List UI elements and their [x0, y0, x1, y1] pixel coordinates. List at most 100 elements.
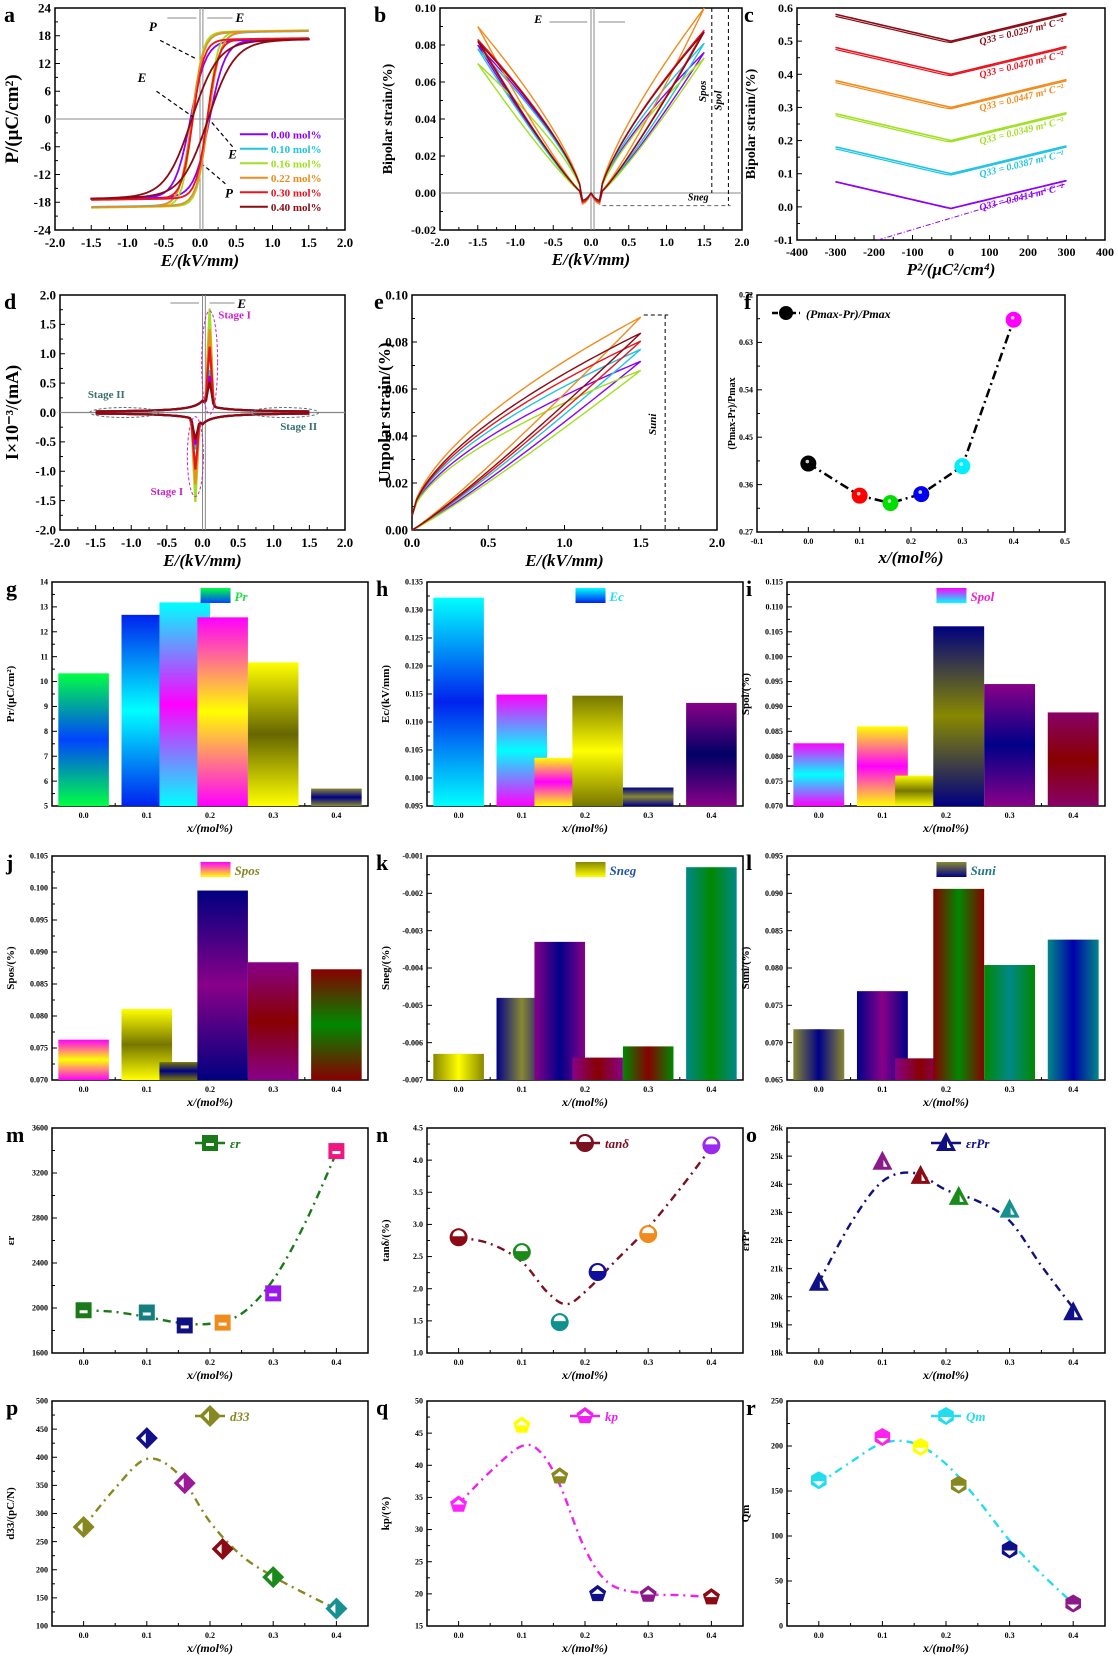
x-tick-label: 0.2: [205, 1631, 215, 1640]
y-axis-label: Sneg/(%): [380, 946, 392, 990]
annotation-Sneg: Sneg: [688, 192, 709, 203]
legend-swatch: [936, 862, 967, 877]
fit-curve: [83, 1152, 338, 1326]
y-tick-label: 0.02: [385, 475, 408, 490]
y-tick-label: 0.06: [415, 75, 436, 89]
y-tick-label: 150: [771, 1487, 783, 1496]
x-tick-label: 0.0: [814, 1358, 824, 1367]
y-tick-label: -12: [34, 167, 51, 182]
y-tick-label: 0.08: [385, 334, 408, 349]
strain-p2-curve: [835, 146, 1067, 176]
x-tick-label: 0.2: [205, 1085, 215, 1094]
y-tick-label: 0: [45, 111, 52, 126]
y-tick-label: 0.090: [765, 702, 783, 711]
y-tick-label: 0.105: [30, 852, 48, 861]
x-tick-label: 100: [981, 245, 999, 259]
bar-0_3: [984, 965, 1036, 1080]
plot-frame: [51, 1400, 369, 1627]
x-tick-label: 0.0: [79, 1358, 89, 1367]
data-point: [135, 1427, 158, 1450]
y-tick-label: -0.005: [402, 1001, 423, 1010]
y-tick-label: 0.100: [765, 652, 783, 661]
y-tick-label: -0.02: [411, 223, 436, 237]
y-tick-label: 0.085: [30, 980, 48, 989]
x-tick-label: 0.1: [877, 811, 887, 820]
y-tick-label: 3.5: [413, 1188, 423, 1197]
bar-0_22: [572, 1057, 623, 1080]
y-axis-label: εrPr: [740, 1230, 752, 1251]
y-axis-label: kp/(%): [380, 1496, 392, 1530]
panel-label-g: g: [6, 576, 17, 601]
marker-inner: [515, 1245, 528, 1252]
x-tick-label: 0.3: [643, 811, 653, 820]
stage-II-ellipse: [249, 407, 320, 418]
legend-item: εr: [230, 1136, 241, 1151]
marker-inner: [79, 1310, 88, 1314]
y-tick-label: 0.070: [765, 802, 783, 811]
legend-item: kp: [605, 1409, 619, 1424]
y-axis-label: Spol/(%): [740, 673, 752, 716]
x-axis-label: x/(mol%): [922, 1368, 969, 1382]
data-point: [211, 1537, 234, 1560]
y-tick-label: 2000: [32, 1304, 48, 1313]
x-tick-label: -1.0: [121, 535, 142, 550]
data-point: [262, 1566, 285, 1589]
y-tick-label: 0.120: [405, 662, 423, 671]
y-tick-label: 11: [40, 652, 48, 661]
x-tick-label: 0.3: [643, 1358, 653, 1367]
x-tick-label: 0.4: [1068, 1358, 1078, 1367]
x-tick-label: 300: [1058, 245, 1076, 259]
x-tick-label: 0.1: [517, 1631, 527, 1640]
x-tick-label: 0.4: [1009, 537, 1019, 546]
panel-n: n 1.0 1.5 2.0 2.5 3.0 3.5 4.0 4.5 0.0 0.1 0.2 0.3 0.4…: [370, 1090, 744, 1382]
y-tick-label: 0.110: [765, 603, 783, 612]
x-tick-label: 0.2: [580, 1358, 590, 1367]
y-tick-label: 0.5: [40, 375, 57, 390]
y-tick-label: 300: [36, 1509, 48, 1518]
y-tick-label: 3200: [32, 1169, 48, 1178]
y-tick-label: 20: [415, 1590, 423, 1599]
legend-item: εrPr: [966, 1136, 990, 1151]
y-axis-label: εr: [5, 1236, 17, 1246]
panel-label-o: o: [746, 1122, 757, 1147]
annotation-E1: E: [235, 10, 245, 25]
plot-frame: [756, 294, 1066, 533]
x-tick-label: 0.3: [1005, 1631, 1015, 1640]
trend-line: [807, 319, 1015, 505]
x-tick-label: -300: [825, 245, 847, 259]
annotation-stage-I: Stage I: [151, 486, 184, 498]
x-tick-label: 0.5: [621, 235, 636, 249]
x-tick-label: 1.5: [697, 235, 712, 249]
x-tick-label: 0.0: [814, 1631, 824, 1640]
strain-p2-curve: [835, 145, 1067, 175]
marker-inner: [940, 1417, 952, 1422]
unipolar-loop: [411, 316, 642, 531]
y-tick-label: 0.105: [405, 746, 423, 755]
y-tick-label: 0.080: [765, 752, 783, 761]
y-tick-label: 4.0: [413, 1156, 423, 1165]
y-axis-label: Pr/(μC/cm²): [5, 665, 17, 722]
y-tick-label: 23k: [771, 1208, 784, 1217]
legend-item: d33: [230, 1409, 250, 1424]
x-tick-label: 1.0: [264, 235, 280, 250]
data-point-highlight: [918, 490, 923, 494]
legend-item: Spol: [970, 589, 994, 604]
y-tick-label: 25: [415, 1557, 423, 1566]
data-point: [851, 487, 868, 504]
y-tick-label: 0.0: [40, 405, 56, 420]
x-tick-label: 2.0: [337, 235, 353, 250]
x-tick-label: 0.3: [1005, 1085, 1015, 1094]
y-tick-label: 0.080: [30, 1012, 48, 1021]
plot-frame: [786, 1400, 1106, 1627]
y-tick-label: 0.080: [765, 964, 783, 973]
x-tick-label: 0.4: [1068, 811, 1078, 820]
x-tick-label: 0.1: [517, 1358, 527, 1367]
fit-curve: [818, 1439, 1075, 1605]
y-tick-label: 0.54: [739, 385, 753, 394]
annotation-arrow: [159, 39, 197, 60]
plot-frame: [426, 1400, 744, 1627]
y-tick-label: 0.36: [739, 480, 753, 489]
y-tick-label: 14: [40, 578, 48, 587]
y-tick-label: -1.5: [35, 493, 56, 508]
y-tick-label: 2.5: [413, 1252, 423, 1261]
